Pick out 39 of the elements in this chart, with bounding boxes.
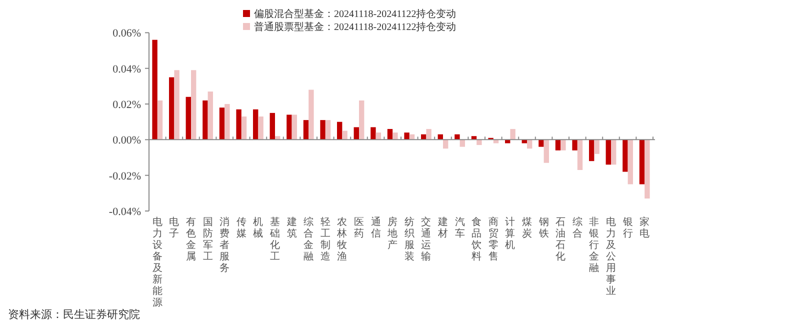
y-tick-label: -0.04%	[108, 206, 141, 218]
x-tick-label: 商贸零售	[488, 216, 498, 262]
x-tick-label: 建材	[437, 216, 448, 240]
legend-label: 偏股混合型基金：20241118-20241122持仓变动	[254, 8, 456, 20]
x-tick-label: 电力设备及新能源	[152, 216, 162, 308]
x-tick-label: 综合	[572, 216, 582, 240]
x-tick-label: 轻工制造	[320, 216, 330, 262]
text: 资料来源：民生证券研究院	[8, 308, 140, 321]
x-tick-label: 房地产	[386, 216, 398, 251]
x-tick-label: 通信	[370, 216, 381, 240]
x-tick-label: 食品饮料	[470, 216, 482, 262]
x-tick-label: 银行	[622, 217, 633, 240]
x-tick-label: 计算机	[505, 216, 516, 251]
x-tick-label: 消费者服务	[220, 216, 230, 274]
x-tick-label: 汽车	[454, 216, 465, 240]
x-tick-label: 煤炭	[522, 216, 532, 240]
y-tick-label: -0.02%	[108, 170, 141, 182]
x-tick-label: 综合金融	[304, 216, 314, 262]
x-tick-label: 传媒	[236, 217, 246, 240]
x-tick-label: 机械	[253, 216, 264, 240]
x-tick-label: 有色金属	[186, 216, 196, 262]
x-tick-label: 电子	[169, 216, 180, 240]
y-tick-label: 0.04%	[112, 63, 141, 76]
x-tick-label: 非银行金融	[588, 216, 600, 274]
y-tick-label: 0.00%	[112, 134, 141, 147]
x-tick-label: 家电	[640, 216, 650, 240]
y-tick-label: 0.02%	[112, 99, 141, 112]
x-tick-label: 医药	[354, 217, 364, 240]
x-tick-label: 基础化工	[269, 216, 280, 262]
y-tick-label: 0.06%	[112, 28, 141, 40]
x-tick-label: 农林牧渔	[336, 217, 348, 262]
x-tick-label: 纺织服装	[404, 216, 414, 262]
legend-label: 普通股票型基金：20241118-20241122持仓变动	[254, 21, 456, 33]
x-tick-label: 钢铁	[538, 217, 549, 240]
x-tick-label: 石油石化	[556, 217, 566, 262]
x-tick-label: 交通运输	[421, 216, 432, 262]
x-tick-label: 建筑	[286, 216, 297, 240]
x-tick-label: 电力及公用事业	[606, 216, 616, 297]
x-tick-label: 国防军工	[202, 217, 213, 262]
